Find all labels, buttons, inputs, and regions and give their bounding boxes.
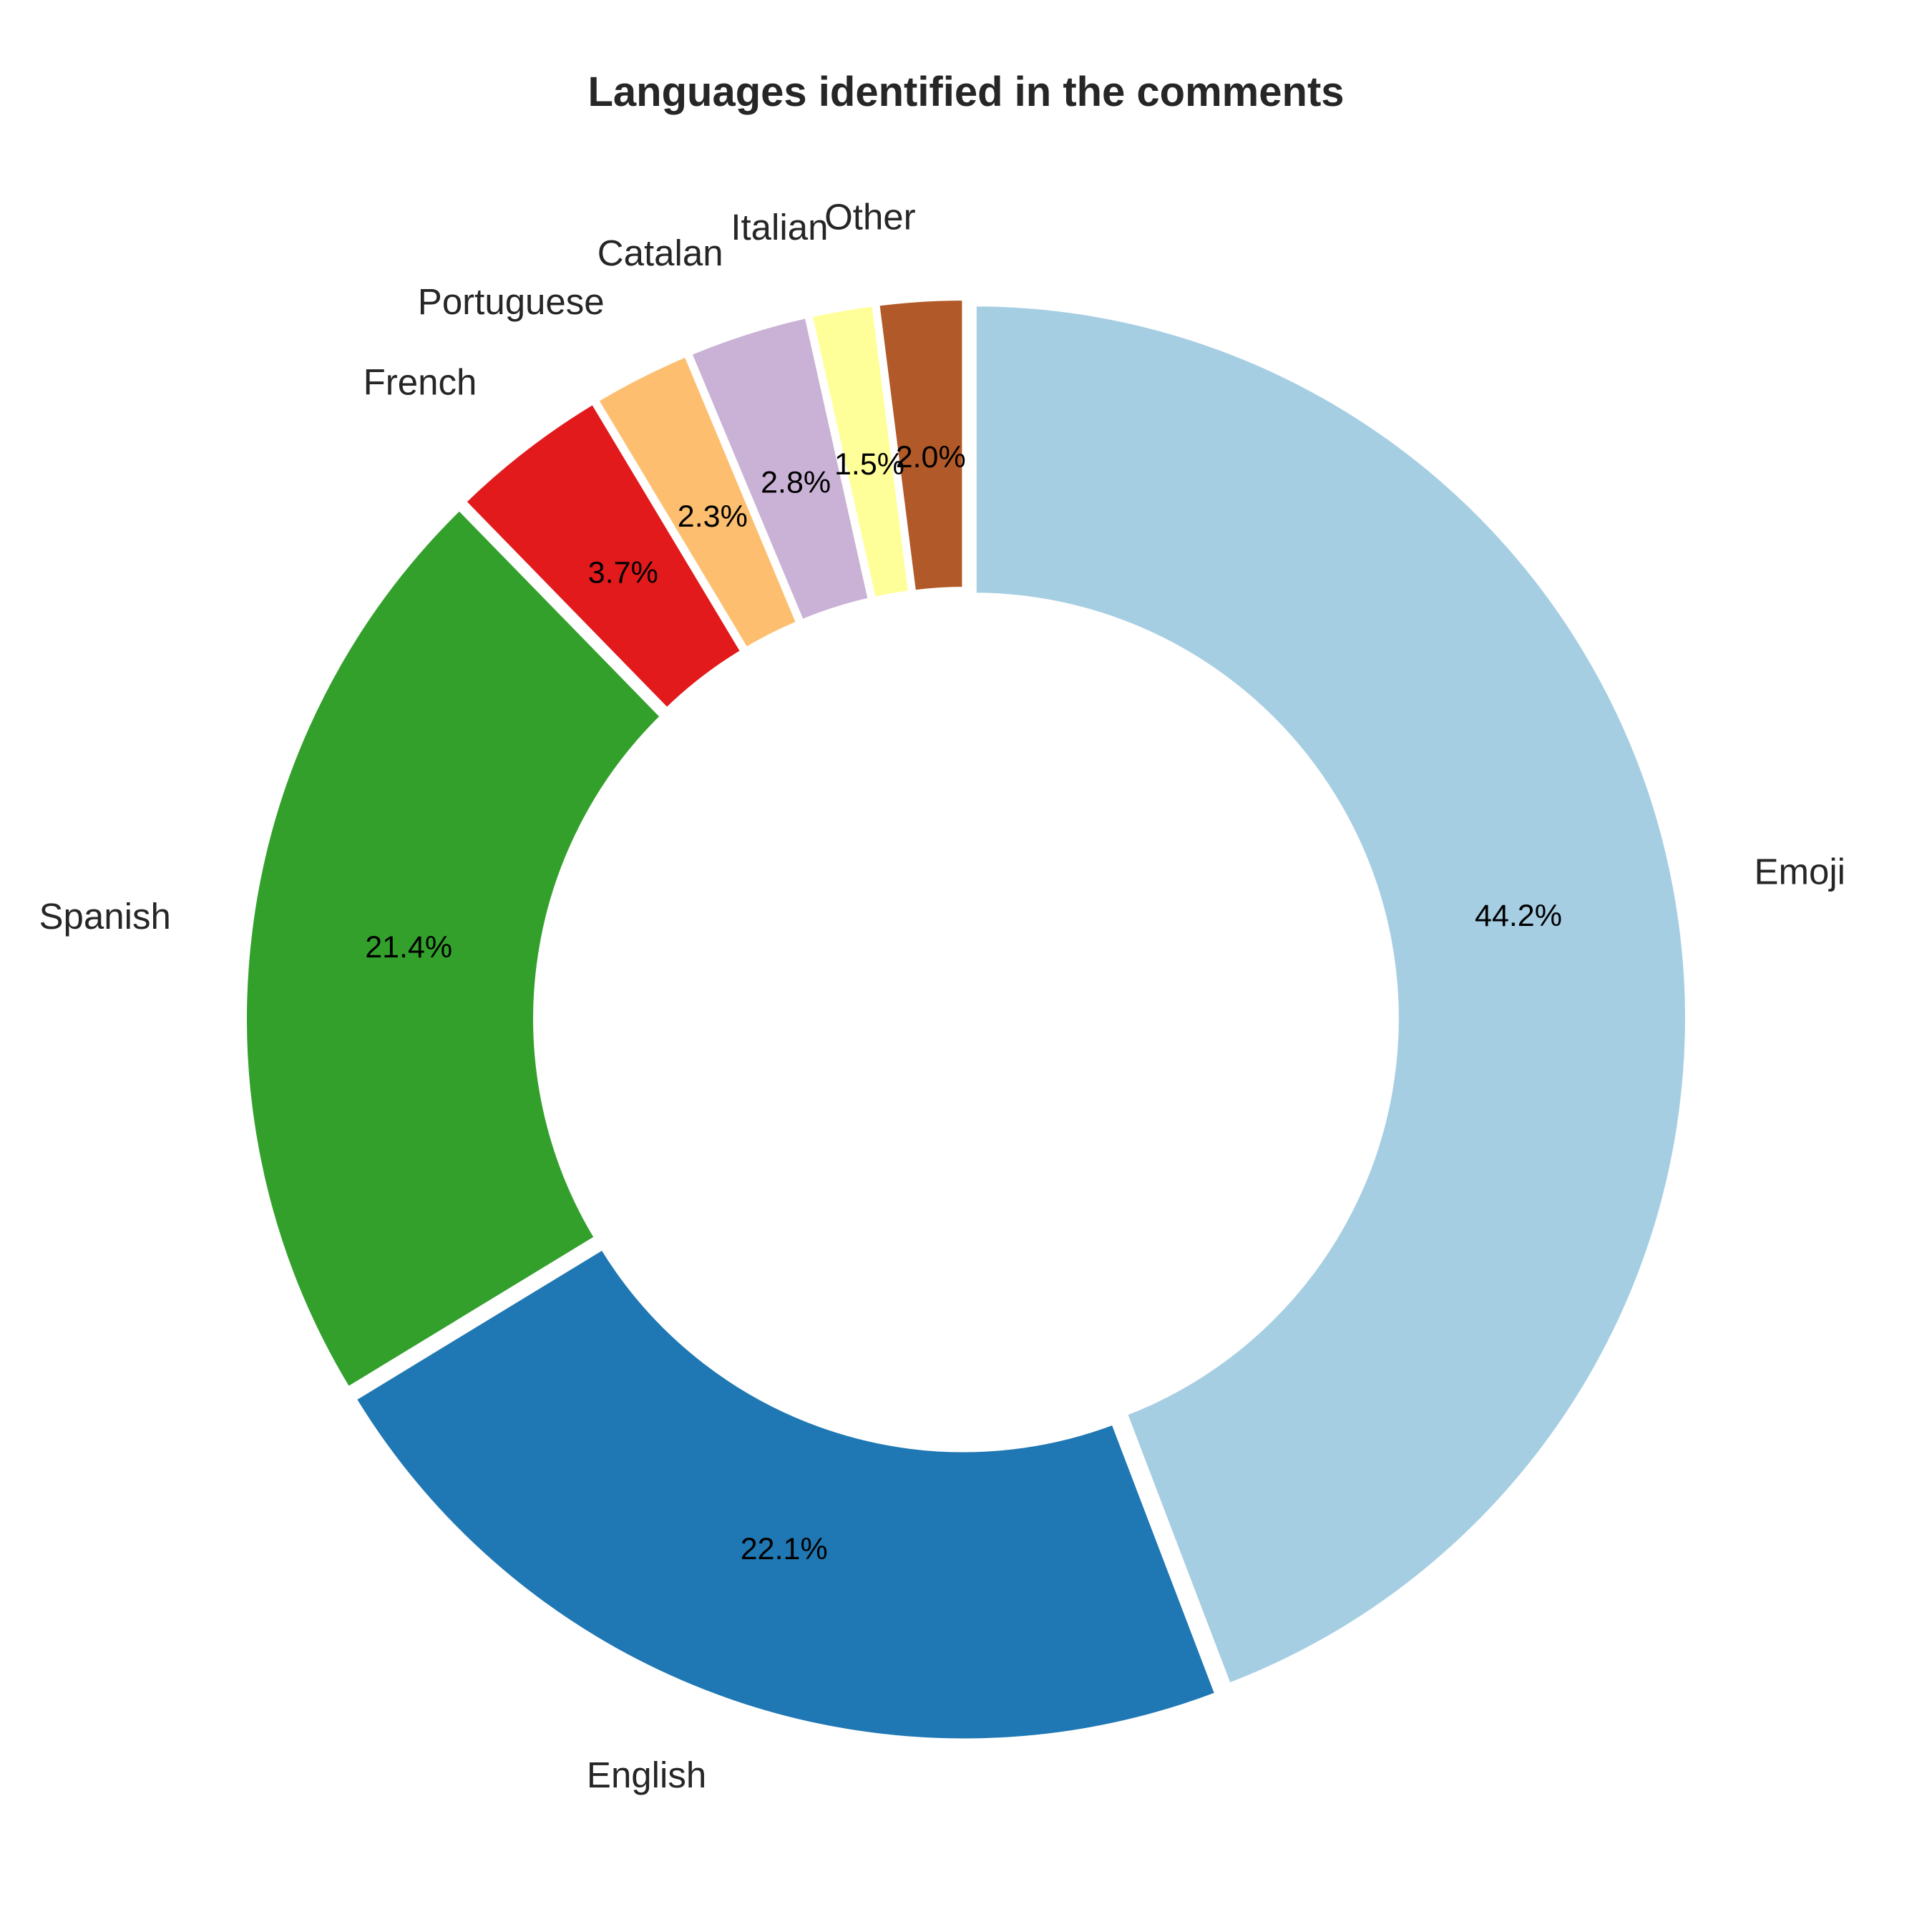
- percent-label-catalan: 2.8%: [761, 465, 831, 499]
- percent-label-italian: 1.5%: [834, 447, 904, 482]
- category-label-emoji: Emoji: [1754, 852, 1845, 892]
- category-label-spanish: Spanish: [39, 896, 171, 937]
- labels-group: 44.2% Emoji 22.1% English 21.4% Spanish 3.7% Fr…: [39, 197, 1845, 1795]
- percent-label-emoji: 44.2%: [1475, 899, 1562, 933]
- percent-label-english: 22.1%: [741, 1532, 828, 1566]
- category-label-portuguese: Portuguese: [418, 281, 605, 322]
- slice-english: [347, 1241, 1224, 1746]
- category-label-french: French: [364, 361, 477, 402]
- category-label-catalan: Catalan: [597, 233, 723, 273]
- category-label-english: English: [587, 1755, 706, 1795]
- slices-group: [240, 293, 1692, 1746]
- percent-label-other: 2.0%: [896, 440, 966, 474]
- slice-other: [872, 293, 970, 598]
- category-label-italian: Italian: [731, 207, 828, 248]
- chart-title: Languages identified in the comments: [587, 69, 1344, 115]
- category-label-other: Other: [824, 197, 916, 238]
- percent-label-spanish: 21.4%: [365, 930, 452, 965]
- percent-label-french: 3.7%: [588, 556, 658, 590]
- slice-spanish: [240, 501, 670, 1396]
- percent-label-portuguese: 2.3%: [678, 499, 748, 534]
- slice-emoji: [969, 299, 1692, 1692]
